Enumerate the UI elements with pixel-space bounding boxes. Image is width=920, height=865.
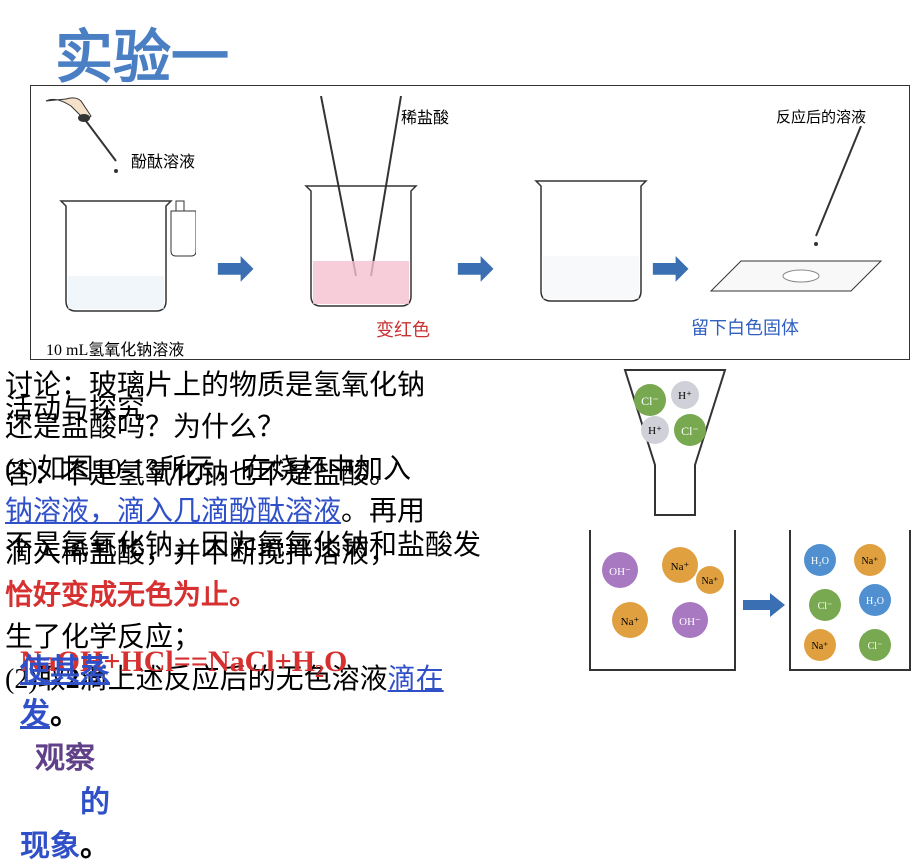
beaker2-top-label: 稀盐酸 [401,104,449,128]
line5a: 不是氢氧化钠，因为氢氧化钠和盐酸发 [5,525,481,567]
svg-text:OH⁻: OH⁻ [609,566,631,578]
arrow3: ➡ [651,241,689,294]
svg-text:OH⁻: OH⁻ [679,616,701,628]
svg-text:H⁺: H⁺ [648,425,662,437]
beaker2-bottom-label: 变红色 [376,316,430,342]
svg-text:Na⁺: Na⁺ [812,641,829,652]
dropper-label: 酚酞溶液 [131,148,195,172]
svg-text:Cl⁻: Cl⁻ [818,601,833,612]
svg-text:Na⁺: Na⁺ [862,556,879,567]
beaker1-label: 10 mL氢氧化钠溶液 [46,336,184,360]
arrow1: ➡ [216,241,254,294]
svg-text:H₂O: H₂O [866,596,884,607]
arrow2: ➡ [456,241,494,294]
line6: 恰好变成无色为止。 [5,580,257,611]
line4b: 。再用 [341,496,425,527]
line9c: 观察 [35,742,95,775]
svg-text:H⁺: H⁺ [678,390,692,402]
slide-svg [701,126,901,316]
svg-text:Cl⁻: Cl⁻ [641,394,659,408]
svg-text:Na⁺: Na⁺ [702,576,719,587]
svg-text:Cl⁻: Cl⁻ [681,424,699,438]
beaker2-svg [281,96,441,336]
svg-text:Na⁺: Na⁺ [621,616,640,628]
experiment-diagram: 酚酞溶液 10 mL氢氧化钠溶液 ➡ 稀盐酸 变红色 ➡ ➡ 反应后的溶液 留下… [30,85,910,360]
svg-text:H₂O: H₂O [811,556,829,567]
molecule-diagram: Cl⁻ H⁺ H⁺ Cl⁻ OH⁻ Na⁺ Na⁺ OH⁻ Na⁺ H₂O Na… [575,365,915,685]
beaker3-svg [521,176,661,316]
beaker4-top-label: 反应后的溶液 [776,106,866,127]
line4a: 钠溶液，滴入几滴酚酞溶液 [5,496,341,527]
svg-text:Cl⁻: Cl⁻ [868,641,883,652]
experiment-title: 实验一 [55,10,229,94]
line8d: 滴在 [388,664,444,695]
svg-text:Na⁺: Na⁺ [671,561,690,573]
line9b: 。 [50,698,80,731]
beaker1-svg [36,91,196,331]
beaker4-bottom-label: 留下白色固体 [691,314,799,340]
line3b: 答：不是氢氧化钠也不是盐酸。 [5,454,397,496]
line2a: 活动与探究 [5,389,145,431]
line9e: 。 [80,830,110,863]
